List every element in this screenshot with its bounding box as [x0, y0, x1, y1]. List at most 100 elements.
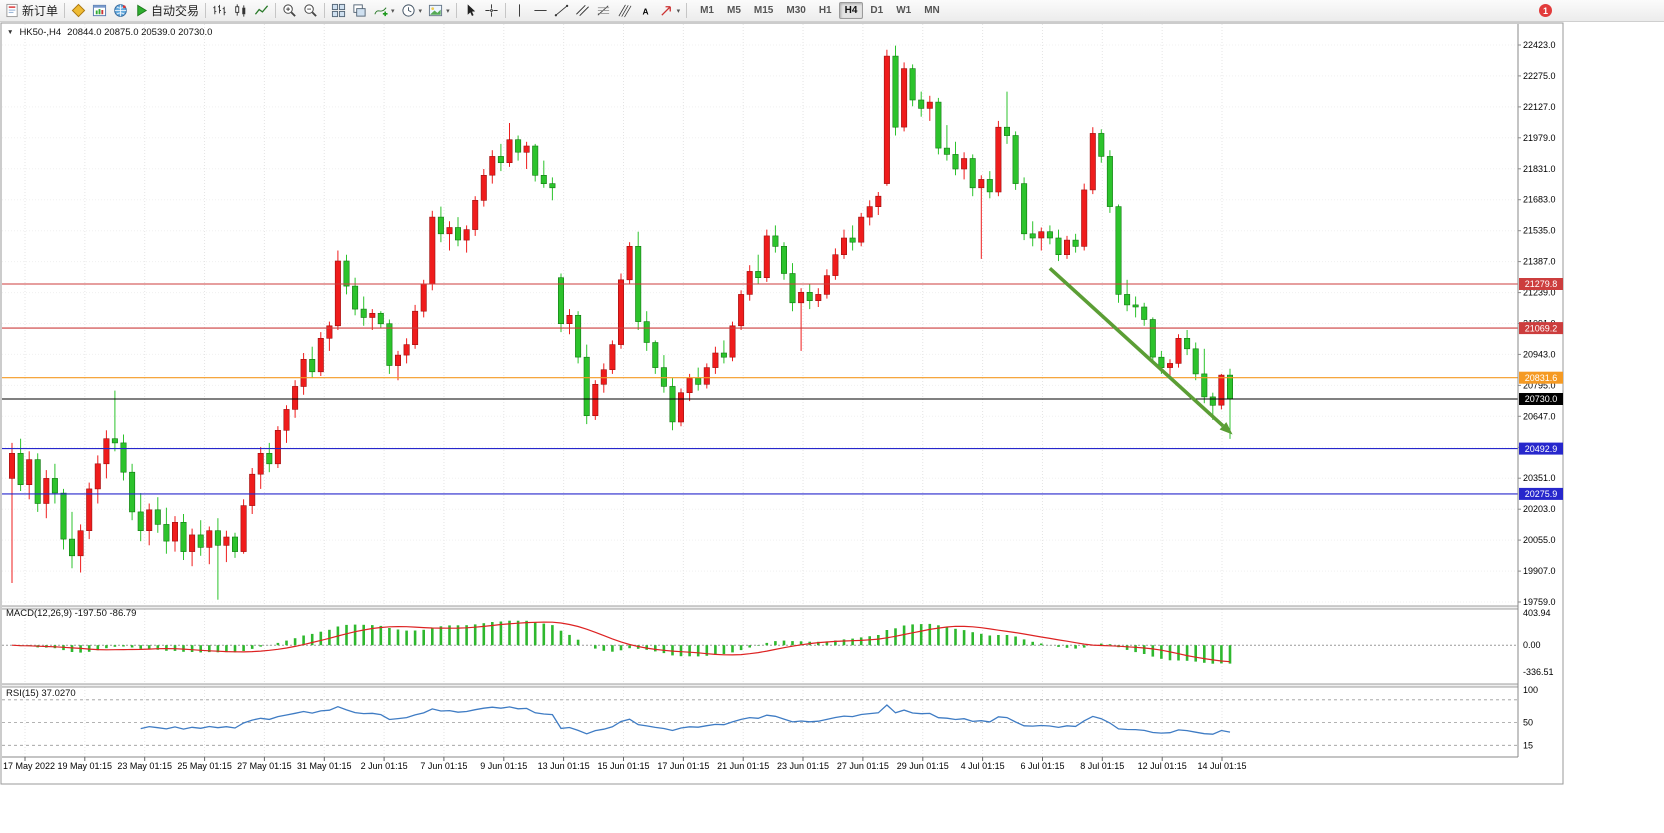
timeframe-h1-button[interactable]: H1 — [813, 2, 838, 19]
timeframe-m30-button[interactable]: M30 — [780, 2, 811, 19]
chart-ohlc-values: 20844.0 20875.0 20539.0 20730.0 — [67, 27, 213, 38]
text-button[interactable]: A — [635, 1, 656, 20]
timeframe-mn-button[interactable]: MN — [918, 2, 946, 19]
candlestick-icon — [235, 4, 246, 17]
crosshair-icon — [484, 4, 498, 17]
cursor-icon — [467, 4, 475, 16]
time-axis-label: 8 Jul 01:15 — [1080, 761, 1124, 771]
time-axis-label: 27 May 01:15 — [237, 761, 292, 771]
zoom-in-button[interactable] — [279, 1, 300, 20]
timeframe-m1-button[interactable]: M1 — [694, 2, 720, 19]
time-axis-label: 17 Jun 01:15 — [657, 761, 709, 771]
price-axis-label: 22127.0 — [1523, 102, 1556, 112]
chart-canvas[interactable]: 22423.0 22275.0 22127.0 21979.0 21831.0 21683… — [0, 22, 1664, 785]
price-badge-label: 20275.9 — [1525, 489, 1558, 499]
cursor-button[interactable] — [460, 1, 481, 20]
price-axis-label: 21535.0 — [1523, 226, 1556, 236]
price-badges: 21279.8 21069.2 20831.6 20730.0 20492.9 20275… — [1519, 278, 1563, 500]
indicators-button[interactable]: ▾ — [370, 1, 398, 20]
zoom-out-icon — [304, 4, 317, 17]
zoom-in-icon — [283, 4, 296, 17]
price-axis-label: 20795.0 — [1523, 380, 1556, 390]
price-axis-label: 21239.0 — [1523, 288, 1556, 298]
symbols-button[interactable] — [68, 1, 89, 20]
timeframe-m5-button[interactable]: M5 — [721, 2, 747, 19]
price-axis-label: 22423.0 — [1523, 40, 1556, 50]
time-axis-label: 23 May 01:15 — [117, 761, 172, 771]
notification-badge[interactable]: 1 — [1539, 4, 1552, 17]
toolbar: 新订单 自动交易 ▾ ▾ ▾ A ▾ M1 M5 M15 M30 H1 H4 D1 W1 MN 1 — [0, 0, 1664, 22]
channel-button[interactable] — [572, 1, 593, 20]
time-axis[interactable]: 17 May 2022 19 May 01:15 23 May 01:15 25 Ma… — [2, 756, 1518, 771]
price-badge-label: 21279.8 — [1525, 279, 1558, 289]
tile-windows-button[interactable] — [328, 1, 349, 20]
price-badge — [1519, 371, 1563, 384]
time-axis-label: 4 Jul 01:15 — [961, 761, 1005, 771]
symbols-icon — [71, 3, 86, 18]
timeframe-m15-button[interactable]: M15 — [748, 2, 779, 19]
panel-splitter[interactable] — [2, 684, 1518, 687]
trendline-button[interactable] — [551, 1, 572, 20]
chart-frame — [0, 22, 1564, 785]
marketwatch-button[interactable] — [110, 1, 131, 20]
price-axis-label: 21683.0 — [1523, 195, 1556, 205]
candlestick-chart-button[interactable] — [230, 1, 251, 20]
panel-separators[interactable] — [2, 605, 1518, 688]
globe-icon — [114, 4, 127, 17]
panel-splitter[interactable] — [2, 606, 1518, 609]
price-axis-label: 22275.0 — [1523, 71, 1556, 81]
time-axis-label: 27 Jun 01:15 — [837, 761, 889, 771]
periods-button[interactable]: ▾ — [398, 1, 426, 20]
horizontal-line-button[interactable] — [530, 1, 551, 20]
trend-arrow[interactable] — [1048, 266, 1233, 435]
toolbar-buttons: 新订单 自动交易 ▾ ▾ ▾ A ▾ — [2, 1, 690, 20]
rsi-indicator-label: RSI(15) 37.0270 — [6, 688, 76, 699]
time-axis-label: 23 Jun 01:15 — [777, 761, 829, 771]
fibonacci-button[interactable] — [593, 1, 614, 20]
vertical-line-button[interactable] — [509, 1, 530, 20]
clock-icon — [401, 4, 415, 17]
fibonacci-icon — [597, 5, 609, 16]
zoom-out-button[interactable] — [300, 1, 321, 20]
toolbar-separator — [686, 3, 688, 18]
time-axis-label: 31 May 01:15 — [297, 761, 352, 771]
price-axis-label: 21387.0 — [1523, 257, 1556, 267]
price-axis-label: 20055.0 — [1523, 535, 1556, 545]
levels-layer[interactable] — [2, 283, 1518, 495]
toolbar-separator — [455, 3, 457, 18]
cascade-windows-button[interactable] — [349, 1, 370, 20]
line-chart-icon — [254, 5, 269, 15]
timeframe-h4-button[interactable]: H4 — [838, 2, 864, 19]
pitchfork-button[interactable] — [614, 1, 635, 20]
macd-axis-label: -336.51 — [1523, 667, 1554, 677]
new-order-button[interactable]: 新订单 — [2, 1, 61, 20]
arrows-button[interactable]: ▾ — [656, 1, 684, 20]
price-axis-label: 20351.0 — [1523, 473, 1556, 483]
chart-collapse-icon[interactable]: ▼ — [7, 29, 14, 36]
auto-trading-button[interactable]: 自动交易 — [131, 1, 202, 20]
indicators-icon — [374, 7, 388, 17]
chart-window-button[interactable] — [89, 1, 110, 20]
new-order-button-label: 新订单 — [22, 3, 59, 18]
pitchfork-icon — [618, 4, 631, 18]
templates-button[interactable]: ▾ — [425, 1, 453, 20]
macd-panel — [2, 620, 1518, 664]
bar-chart-button[interactable] — [209, 1, 230, 20]
time-axis-label: 19 May 01:15 — [58, 761, 113, 771]
chart-symbol-period: HK50-,H4 — [19, 27, 62, 38]
template-icon — [429, 4, 443, 17]
dropdown-caret-icon: ▾ — [676, 7, 681, 15]
price-badge-label: 20730.0 — [1525, 394, 1558, 404]
rsi-axis-label: 100 — [1523, 685, 1538, 695]
time-axis-label: 7 Jun 01:15 — [420, 761, 467, 771]
crosshair-button[interactable] — [481, 1, 502, 20]
line-chart-button[interactable] — [251, 1, 272, 20]
timeframe-toolbar: M1 M5 M15 M30 H1 H4 D1 W1 MN — [694, 2, 946, 19]
price-badge-label: 20492.9 — [1525, 444, 1558, 454]
rsi-panel — [2, 699, 1518, 746]
price-axis-label: 20943.0 — [1523, 349, 1556, 359]
price-axis-label: 19907.0 — [1523, 566, 1556, 576]
chart-window[interactable]: 22423.0 22275.0 22127.0 21979.0 21831.0 21683… — [0, 22, 1664, 833]
timeframe-d1-button[interactable]: D1 — [864, 2, 889, 19]
timeframe-w1-button[interactable]: W1 — [890, 2, 917, 19]
